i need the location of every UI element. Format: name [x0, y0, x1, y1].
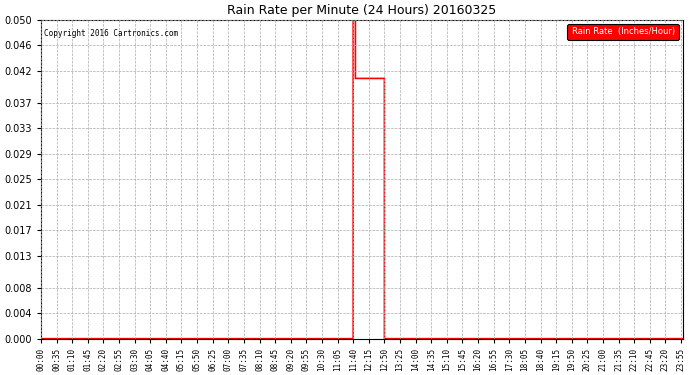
Text: Copyright 2016 Cartronics.com: Copyright 2016 Cartronics.com [44, 29, 178, 38]
Legend: Rain Rate  (Inches/Hour): Rain Rate (Inches/Hour) [567, 24, 679, 39]
Title: Rain Rate per Minute (24 Hours) 20160325: Rain Rate per Minute (24 Hours) 20160325 [227, 4, 497, 17]
